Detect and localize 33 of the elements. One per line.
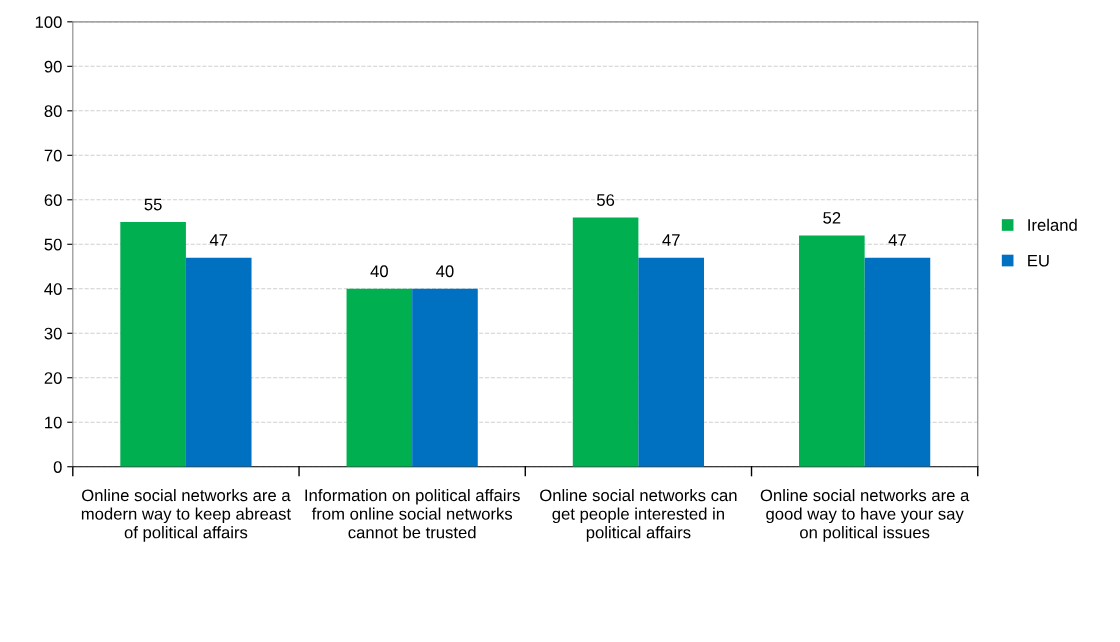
data-label: 47 [209, 234, 228, 246]
data-label: 56 [596, 194, 615, 206]
y-tick-label: 90 [44, 60, 62, 73]
y-tick-label: 20 [44, 372, 62, 384]
bar [572, 217, 639, 467]
y-tick-label: 60 [44, 194, 62, 206]
bar [864, 257, 931, 467]
bar [412, 288, 478, 467]
y-tick-label: 50 [44, 238, 62, 251]
y-tick-label: 100 [35, 16, 62, 29]
bar [185, 257, 252, 467]
y-tick-label: 0 [53, 461, 62, 473]
data-label: 52 [823, 211, 841, 224]
y-tick-label: 40 [44, 283, 62, 295]
data-label: 40 [436, 265, 454, 278]
y-tick-label: 10 [45, 416, 62, 429]
y-tick-label: 30 [44, 327, 62, 340]
bar [638, 257, 705, 467]
bar [120, 222, 186, 467]
data-label: 47 [662, 234, 680, 246]
x-tick-label: Online social networks can get people interested in political affairs [540, 488, 737, 542]
x-tick-label: Information on political affairs from online social networks cannot be trusted [305, 488, 520, 539]
data-label: 55 [144, 198, 162, 211]
legend-label: EU [1028, 254, 1049, 267]
bar [346, 288, 413, 467]
y-tick-label: 80 [44, 105, 62, 118]
legend-label: Ireland [1028, 218, 1077, 231]
x-tick-label: Online social networks are a good way to have your say on political issues [760, 488, 970, 542]
bar [799, 235, 865, 467]
x-tick-label: Online social networks are a modern way to keep abreast of political affairs [81, 488, 291, 542]
data-label: 47 [888, 234, 906, 246]
data-label: 40 [370, 265, 388, 278]
y-tick-label: 70 [44, 149, 62, 162]
